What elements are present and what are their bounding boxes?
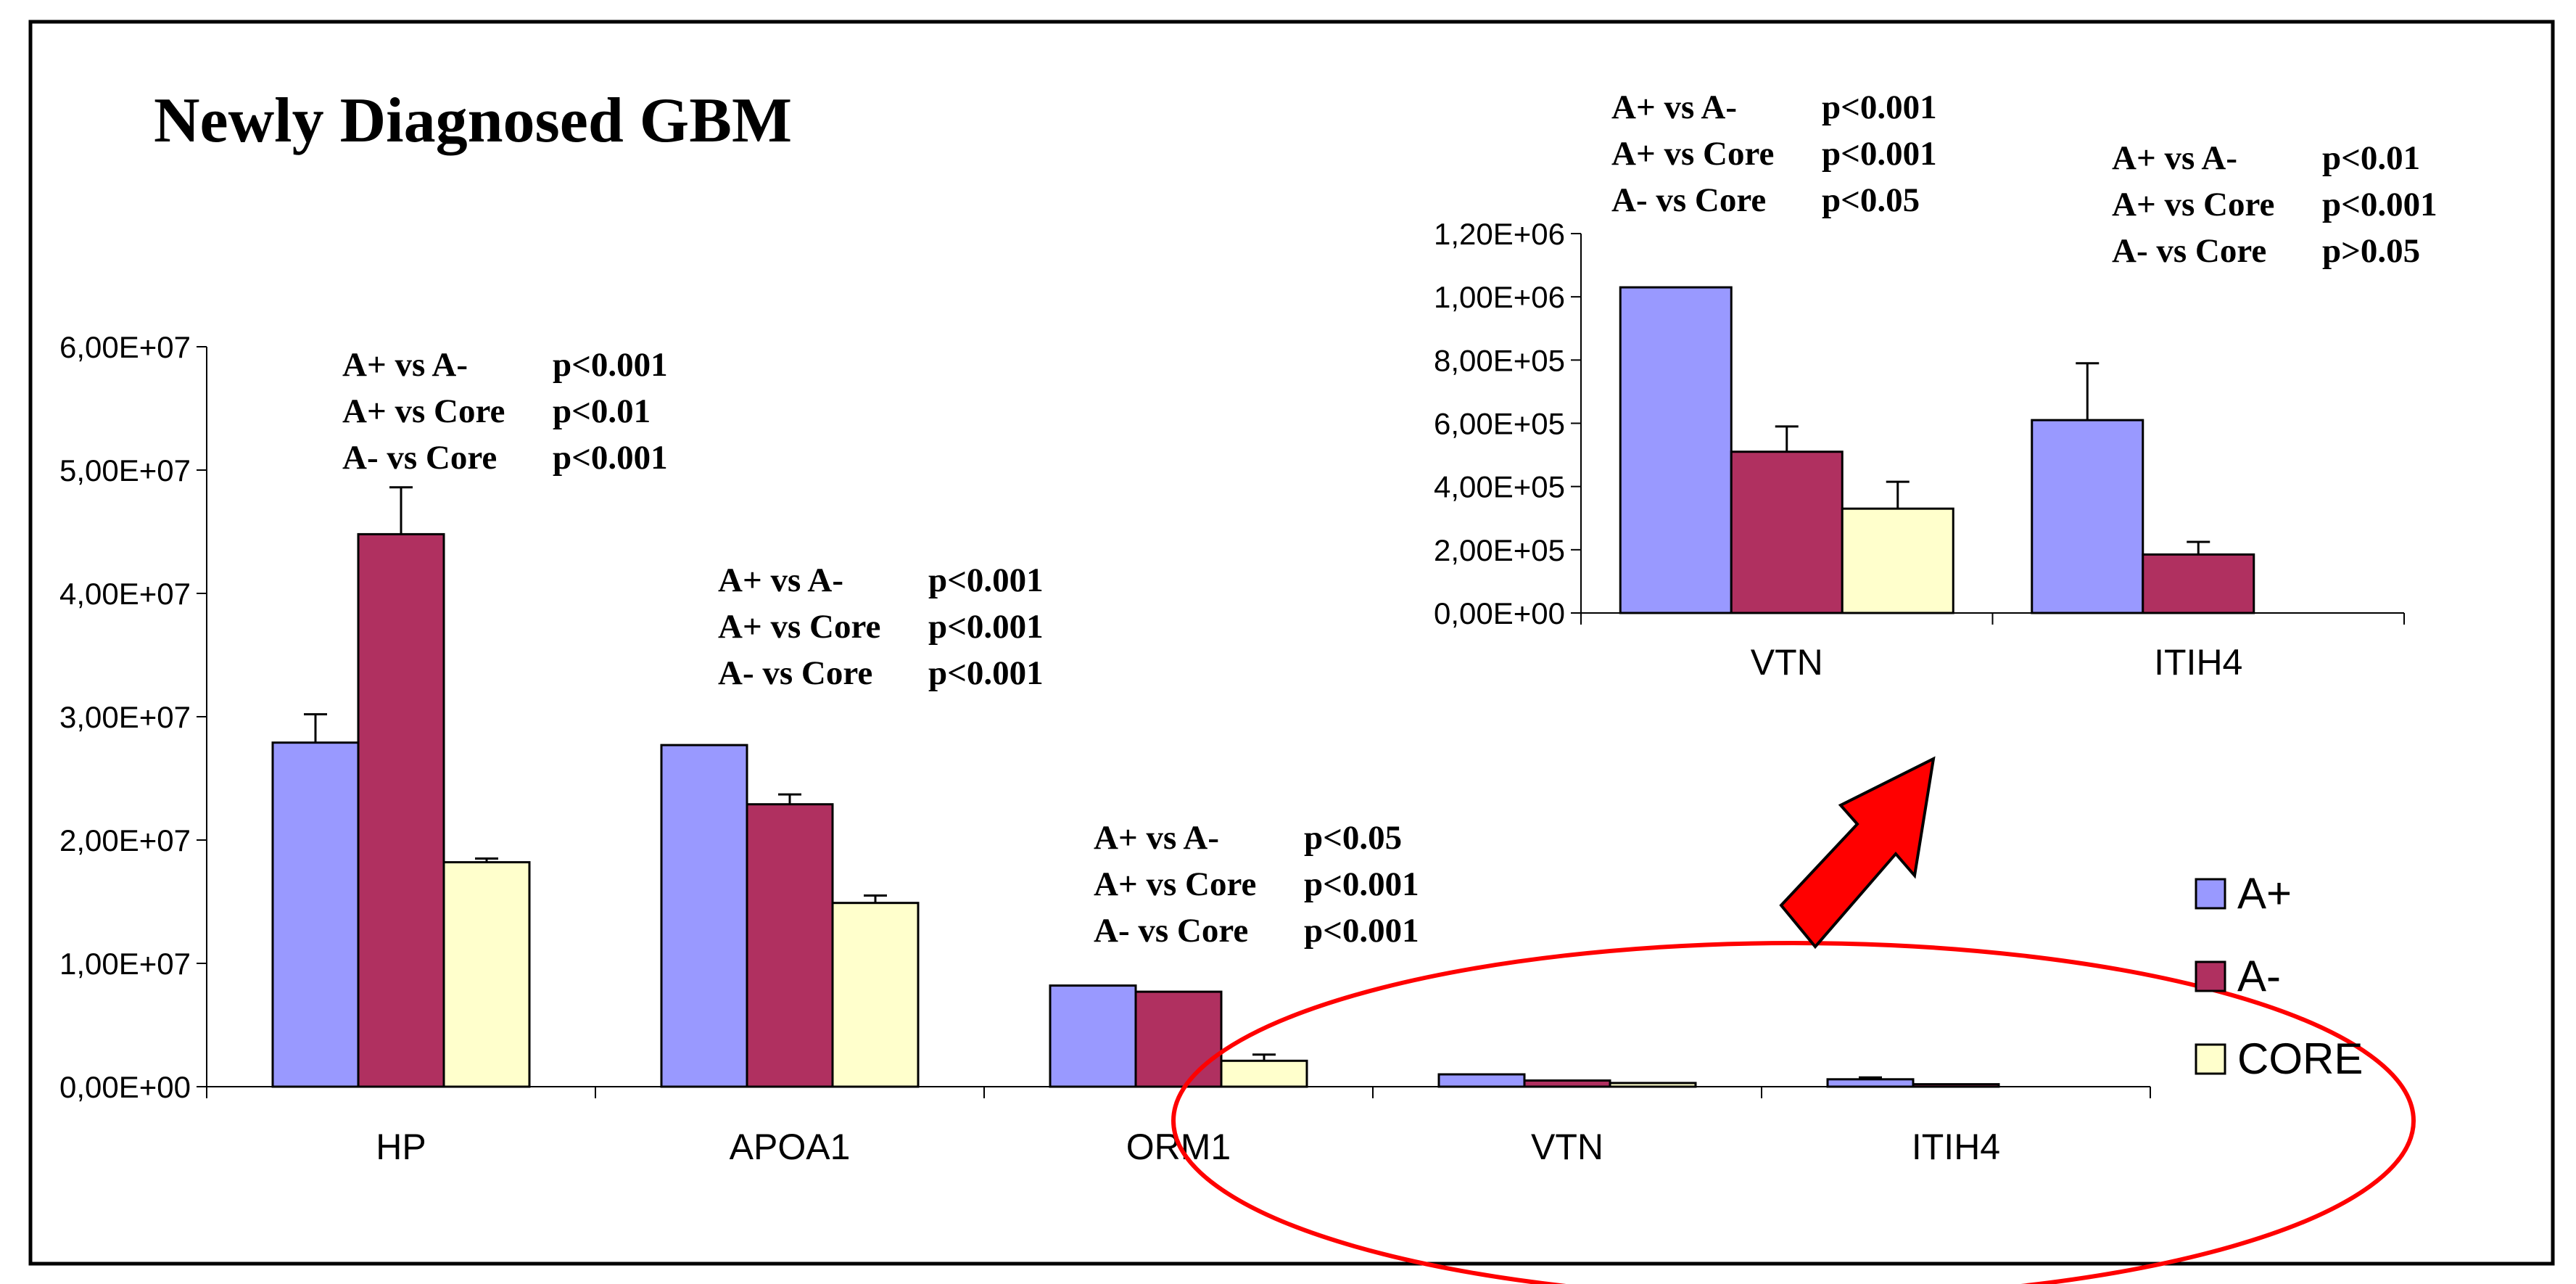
y-tick-label: 8,00E+05: [1434, 343, 1565, 377]
bar-itih4-a-: [2142, 553, 2255, 614]
legend-label: CORE: [2237, 1034, 2363, 1083]
annotation-comparison: A- vs Core: [1094, 912, 1248, 950]
legend-label: A+: [2237, 869, 2292, 918]
bar-hp-a+: [271, 741, 360, 1088]
bar-vtn-a-: [1730, 450, 1844, 614]
annotation-comparison: A+ vs Core: [342, 392, 505, 430]
annotation-comparison: A+ vs A-: [718, 561, 843, 599]
category-label: HP: [376, 1127, 426, 1167]
annotation-pvalue: p<0.001: [928, 608, 1044, 646]
category-label: VTN: [1751, 642, 1823, 683]
annotation-comparison: A- vs Core: [718, 654, 872, 692]
annotation-pvalue: p<0.001: [1304, 912, 1419, 950]
zoom-arrow: [1779, 756, 1936, 950]
annotation-comparison: A+ vs A-: [342, 346, 468, 384]
y-tick-label: 1,00E+07: [59, 947, 191, 981]
annotation-comparison: A+ vs Core: [1611, 135, 1774, 173]
y-tick-label: 6,00E+05: [1434, 407, 1565, 441]
annotation-comparison: A+ vs A-: [2112, 139, 2237, 177]
bar-hp-core: [442, 861, 531, 1088]
annotation-comparison: A+ vs Core: [1094, 865, 1256, 903]
legend-swatch: [2195, 960, 2226, 992]
bar-orm1-a-: [1134, 990, 1223, 1088]
bar-vtn-core: [1609, 1082, 1697, 1088]
annotation-pvalue: p<0.001: [928, 654, 1044, 692]
bar-apoa1-core: [831, 902, 920, 1088]
bar-orm1-core: [1220, 1059, 1308, 1088]
annotation-pvalue: p<0.01: [553, 392, 651, 430]
annotation-pvalue: p<0.001: [1304, 865, 1419, 903]
annotation-comparison: A- vs Core: [2112, 232, 2266, 270]
annotation-comparison: A+ vs A-: [1611, 89, 1737, 126]
annotation-pvalue: p<0.001: [2322, 186, 2437, 223]
y-tick-label: 1,20E+06: [1434, 217, 1565, 251]
category-label: VTN: [1531, 1127, 1603, 1167]
annotation-pvalue: p<0.001: [1822, 89, 1937, 126]
legend-swatch: [2195, 878, 2226, 910]
annotation-pvalue: p<0.001: [553, 346, 668, 384]
annotation-comparison: A- vs Core: [342, 439, 497, 477]
y-tick-label: 3,00E+07: [59, 700, 191, 734]
bar-apoa1-a-: [746, 803, 834, 1088]
bar-itih4-a+: [2031, 419, 2144, 614]
annotation-comparison: A+ vs Core: [2112, 186, 2274, 223]
legend: A+ A- CORE: [2195, 869, 2363, 1083]
y-tick-label: 0,00E+00: [59, 1070, 191, 1104]
annotation-pvalue: p<0.001: [928, 561, 1044, 599]
annotation-comparison: A- vs Core: [1611, 181, 1766, 219]
y-tick-label: 1,00E+06: [1434, 280, 1565, 314]
annotation-pvalue: p<0.05: [1822, 181, 1920, 219]
annotation-comparison: A+ vs A-: [1094, 819, 1219, 857]
y-tick-label: 4,00E+07: [59, 577, 191, 611]
legend-swatch: [2195, 1043, 2226, 1075]
y-tick-label: 6,00E+07: [59, 330, 191, 364]
annotation-pvalue: p>0.05: [2322, 232, 2420, 270]
annotation-pvalue: p<0.001: [553, 439, 668, 477]
category-label: APOA1: [730, 1127, 851, 1167]
legend-label: A-: [2237, 952, 2281, 1000]
bar-itih4-a-: [1912, 1083, 2000, 1088]
annotation-pvalue: p<0.01: [2322, 139, 2420, 177]
y-tick-label: 2,00E+05: [1434, 533, 1565, 567]
annotation-comparison: A+ vs Core: [718, 608, 880, 646]
y-tick-label: 5,00E+07: [59, 453, 191, 487]
bar-itih4-a+: [1826, 1078, 1915, 1088]
bar-vtn-a-: [1523, 1079, 1611, 1088]
chart-title: Newly Diagnosed GBM: [154, 86, 792, 156]
inset-chart: 0,00E+00 2,00E+05 4,00E+05 6,00E+05 8,00E+05…: [1434, 89, 2437, 683]
main-chart: 0,00E+00 1,00E+07 2,00E+07 3,00E+07 4,00E+07…: [59, 330, 2151, 1167]
annotation-pvalue: p<0.05: [1304, 819, 1402, 857]
bar-orm1-a+: [1049, 984, 1137, 1088]
y-tick-label: 2,00E+07: [59, 823, 191, 857]
annotation-pvalue: p<0.001: [1822, 135, 1937, 173]
category-label: ITIH4: [2154, 642, 2242, 683]
y-tick-label: 4,00E+05: [1434, 470, 1565, 504]
bar-vtn-a+: [1619, 286, 1733, 614]
bar-hp-a-: [357, 532, 445, 1088]
y-tick-label: 0,00E+00: [1434, 596, 1565, 630]
bar-apoa1-a+: [660, 744, 748, 1088]
bar-vtn-a+: [1437, 1073, 1526, 1088]
highlight-ellipse: [1171, 941, 2416, 1284]
bar-vtn-core: [1841, 507, 1954, 614]
category-label: ITIH4: [1912, 1127, 2000, 1167]
